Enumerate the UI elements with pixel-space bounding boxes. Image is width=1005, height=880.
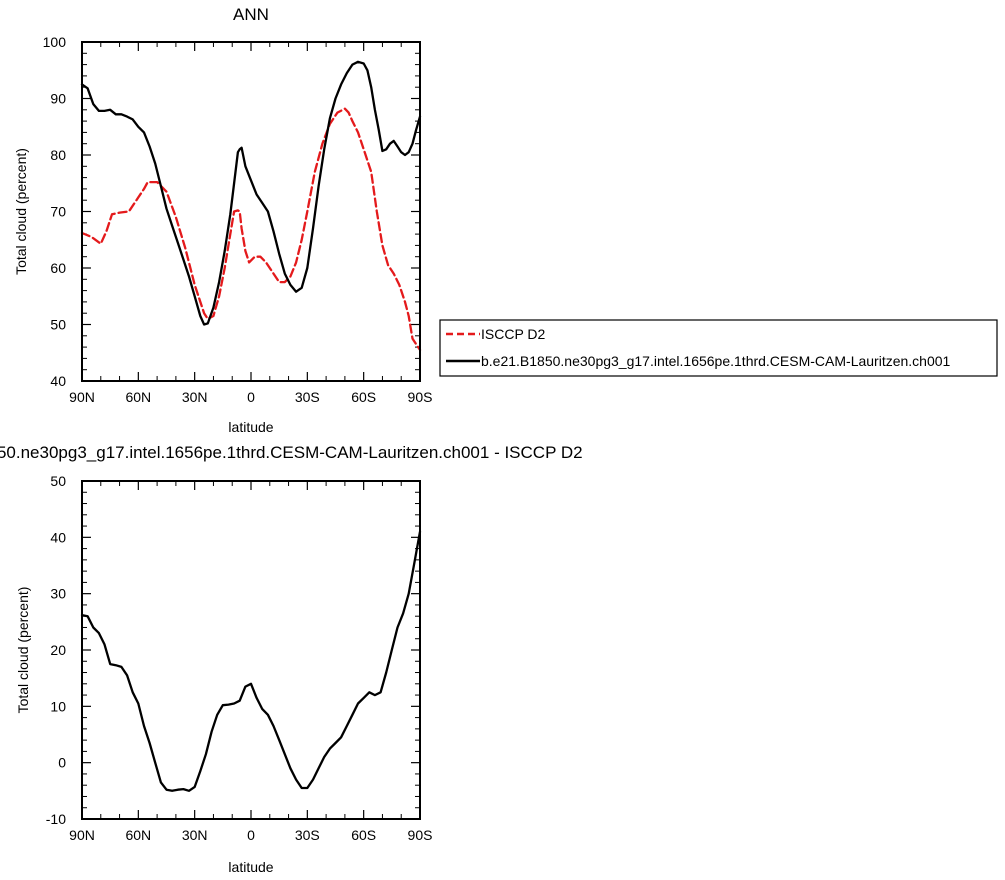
legend: ISCCP D2 b.e21.B1850.ne30pg3_g17.intel.1…	[439, 319, 998, 377]
chart-bottom-series-model-line	[80, 530, 422, 792]
chart-top-x-tick-label: 30S	[295, 389, 320, 405]
chart-top-y-axis-label: Total cloud (percent)	[13, 148, 29, 275]
chart-top-x-tick-label: 60S	[351, 389, 376, 405]
chart-bottom-title: b.e21.B1850.ne30pg3_g17.intel.1656pe.1th…	[0, 443, 583, 462]
chart-top-y-tick-label: 70	[50, 204, 66, 220]
chart-bottom-y-tick-label: 0	[58, 755, 66, 771]
chart-bottom-y-tick-label: 20	[50, 642, 66, 658]
chart-top-y-tick-label: 90	[50, 91, 66, 107]
chart-top-series-model-line	[80, 60, 422, 326]
chart-bottom-y-tick-label: 40	[50, 529, 66, 545]
chart-top-y-tick-label: 50	[50, 317, 66, 333]
legend-label-isccp: ISCCP D2	[481, 326, 546, 342]
chart-top-x-tick-label: 90S	[408, 389, 433, 405]
chart-bottom-y-axis-label: Total cloud (percent)	[15, 587, 31, 714]
chart-top-title: ANN	[233, 5, 269, 24]
chart-bottom-y-tick-label: 30	[50, 586, 66, 602]
chart-top-x-tick-label: 30N	[182, 389, 208, 405]
chart-top-series	[80, 60, 422, 352]
chart-bottom-x-tick-label: 60S	[351, 827, 376, 843]
chart-top-x-tick-label: 0	[247, 389, 255, 405]
chart-bottom-x-tick-label: 60N	[125, 827, 151, 843]
chart-top-x-tick-label: 60N	[125, 389, 151, 405]
legend-box	[439, 319, 998, 377]
chart-top-y-tick-label: 60	[50, 260, 66, 276]
chart-bottom-series	[80, 530, 422, 792]
chart-bottom-y-tick-label: -10	[46, 811, 66, 827]
chart-top-y-tick-label: 40	[50, 373, 66, 389]
chart-bottom-x-tick-label: 30N	[182, 827, 208, 843]
chart-top-y-tick-label: 100	[43, 34, 67, 50]
chart-bottom-x-tick-label: 0	[247, 827, 255, 843]
chart-bottom-x-axis-label: latitude	[228, 859, 273, 875]
chart-bottom-x-tick-label: 90S	[408, 827, 433, 843]
chart-bottom-ticks: 90N 60N 30N 0 30S 60S 90S -10 0 10 20 30 40 50	[46, 473, 433, 843]
chart-top-series-isccp-d2-line	[80, 107, 422, 352]
chart-bottom-difference: b.e21.B1850.ne30pg3_g17.intel.1656pe.1th…	[0, 443, 583, 875]
chart-top-plot-frame	[81, 41, 421, 382]
chart-bottom-y-tick-label: 50	[50, 473, 66, 489]
chart-bottom-x-tick-label: 30S	[295, 827, 320, 843]
chart-bottom-plot-frame	[81, 480, 421, 820]
chart-top-x-axis-label: latitude	[228, 419, 273, 435]
chart-top-annual: ANN 90N 60N 30N 0 30S 60S 90S 40 50 60 70 80 90 100 l…	[13, 5, 432, 435]
chart-top-y-tick-label: 80	[50, 147, 66, 163]
legend-label-model: b.e21.B1850.ne30pg3_g17.intel.1656pe.1th…	[481, 353, 951, 369]
chart-bottom-y-tick-label: 10	[50, 698, 66, 714]
chart-bottom-x-tick-label: 90N	[69, 827, 95, 843]
chart-top-ticks: 90N 60N 30N 0 30S 60S 90S 40 50 60 70 80 90 100	[43, 34, 433, 405]
chart-top-x-tick-label: 90N	[69, 389, 95, 405]
